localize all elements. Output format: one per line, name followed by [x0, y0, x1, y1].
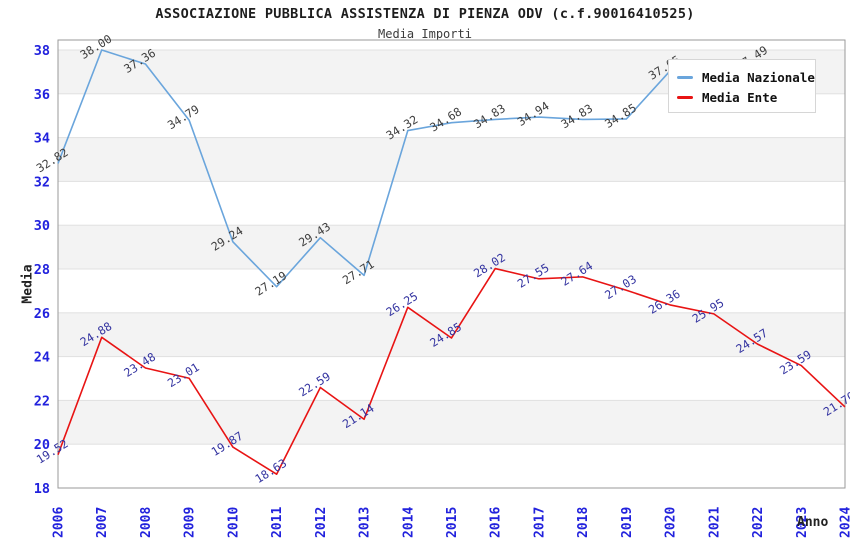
x-tick-label: 2023: [795, 507, 810, 538]
x-tick-label: 2009: [183, 507, 198, 538]
grid-band: [57, 399, 846, 445]
legend-label-ente: Media Ente: [702, 89, 778, 105]
series-line-nazionale[interactable]: [57, 49, 758, 288]
x-tick-label: 2016: [489, 507, 504, 538]
data-label: 18.63: [252, 456, 289, 486]
x-tick-label: 2015: [445, 507, 460, 538]
x-tick-label: 2021: [707, 507, 722, 538]
grid-band: [57, 224, 846, 270]
grid-band: [57, 137, 846, 182]
series-line-ente[interactable]: [57, 267, 846, 476]
x-tick-label: 2017: [532, 507, 547, 538]
x-tick-label: 2019: [620, 507, 635, 538]
data-label: 34.94: [515, 99, 552, 129]
legend-line-swatch-nazionale: [677, 75, 693, 79]
data-label: 22.59: [296, 369, 333, 399]
data-label: 21.70: [821, 389, 850, 419]
data-label: 34.85: [602, 101, 639, 131]
data-label: 34.68: [427, 104, 464, 134]
x-tick-label: 2022: [751, 507, 766, 538]
legend-item-media-nazionale[interactable]: Media Nazionale: [677, 67, 815, 87]
x-tick-label: 2018: [576, 507, 591, 538]
data-label: 34.83: [471, 101, 508, 131]
legend: Media Nazionale Media Ente: [668, 59, 816, 113]
y-tick-label: 34: [34, 131, 50, 147]
x-tick-label: 2006: [52, 507, 67, 538]
data-label: 27.19: [252, 268, 289, 298]
y-tick-label: 18: [34, 481, 50, 497]
y-axis-title: Media: [20, 264, 36, 304]
x-tick-label: 2020: [664, 507, 679, 538]
x-tick-label: 2008: [139, 507, 154, 538]
y-tick-label: 20: [34, 437, 50, 453]
x-tick-label: 2024: [839, 507, 850, 538]
x-tick-label: 2014: [401, 507, 416, 538]
x-tick-label: 2010: [226, 507, 241, 538]
x-tick-label: 2007: [95, 507, 110, 538]
y-tick-label: 32: [34, 174, 50, 190]
y-tick-label: 26: [34, 306, 50, 322]
data-label: 27.03: [602, 272, 639, 302]
legend-label-nazionale: Media Nazionale: [702, 69, 815, 85]
y-tick-label: 28: [34, 262, 50, 278]
data-label: 34.79: [165, 102, 202, 132]
y-tick-label: 38: [34, 43, 50, 59]
chart-title: ASSOCIAZIONE PUBBLICA ASSISTENZA DI PIEN…: [155, 6, 695, 22]
x-tick-label: 2012: [314, 507, 329, 538]
x-tick-label: 2013: [358, 507, 373, 538]
y-tick-label: 30: [34, 218, 50, 234]
legend-line-swatch-ente: [677, 95, 693, 99]
chart-subtitle: Media Importi: [378, 27, 472, 41]
x-axis-title: Anno: [797, 515, 829, 530]
plot-frame: [57, 39, 846, 489]
x-tick-label: 2011: [270, 507, 285, 538]
y-tick-label: 36: [34, 87, 50, 103]
data-label: 26.36: [646, 287, 683, 317]
y-tick-label: 22: [34, 393, 50, 409]
data-label: 34.83: [558, 101, 595, 131]
legend-item-media-ente[interactable]: Media Ente: [677, 87, 809, 107]
y-tick-label: 24: [34, 350, 50, 366]
data-label: 23.01: [165, 360, 202, 390]
